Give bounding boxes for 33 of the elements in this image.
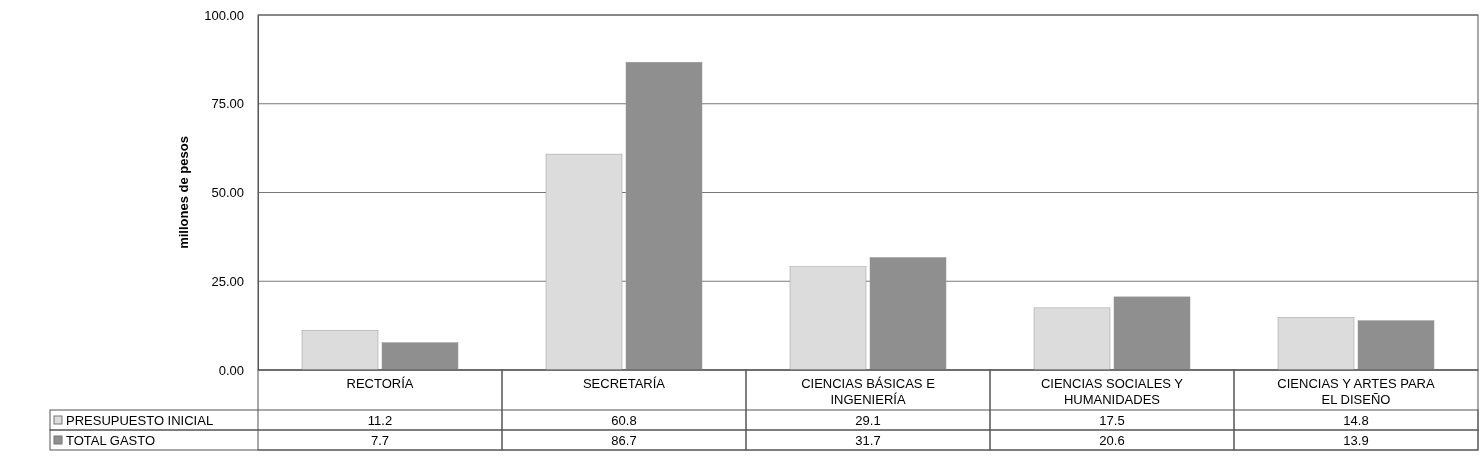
data-label: 29.1 <box>855 413 881 428</box>
bar <box>545 153 623 371</box>
y-axis-title: millones de pesos <box>176 136 191 249</box>
bar <box>789 266 867 371</box>
data-label: 17.5 <box>1099 413 1125 428</box>
data-label: 60.8 <box>611 413 637 428</box>
bar <box>381 342 459 371</box>
data-label: 7.7 <box>370 433 390 448</box>
bar <box>1113 296 1191 371</box>
x-tick-label: RECTORÍA <box>346 376 414 391</box>
x-tick-label: CIENCIAS SOCIALES Y HUMANIDADES <box>1040 376 1184 407</box>
data-label: 20.6 <box>1099 433 1125 448</box>
legend-label: TOTAL GASTO <box>66 433 156 448</box>
y-tick-label: 50.00 <box>211 185 244 201</box>
y-tick-label: 0.00 <box>218 362 244 378</box>
data-label: 14.8 <box>1343 413 1369 428</box>
data-label: 13.9 <box>1343 433 1369 448</box>
legend-label: PRESUPUESTO INICIAL <box>66 413 214 428</box>
y-tick-label: 75.00 <box>211 96 244 112</box>
bar <box>1277 317 1355 371</box>
y-tick-label: 25.00 <box>211 273 244 289</box>
x-tick-label: CIENCIAS Y ARTES PARA EL DISEÑO <box>1277 376 1435 407</box>
bar <box>869 257 947 371</box>
data-label: 86.7 <box>611 433 637 448</box>
x-tick-label: CIENCIAS BÁSICAS E INGENIERÍA <box>801 376 936 407</box>
y-tick-label: 100.00 <box>204 7 244 23</box>
bar <box>301 329 379 371</box>
x-tick-label: SECRETARÍA <box>582 376 666 391</box>
bar <box>1357 320 1435 371</box>
data-label: 11.2 <box>367 413 393 428</box>
data-label: 31.7 <box>855 433 881 448</box>
bar <box>1033 307 1111 371</box>
bar <box>625 61 703 371</box>
